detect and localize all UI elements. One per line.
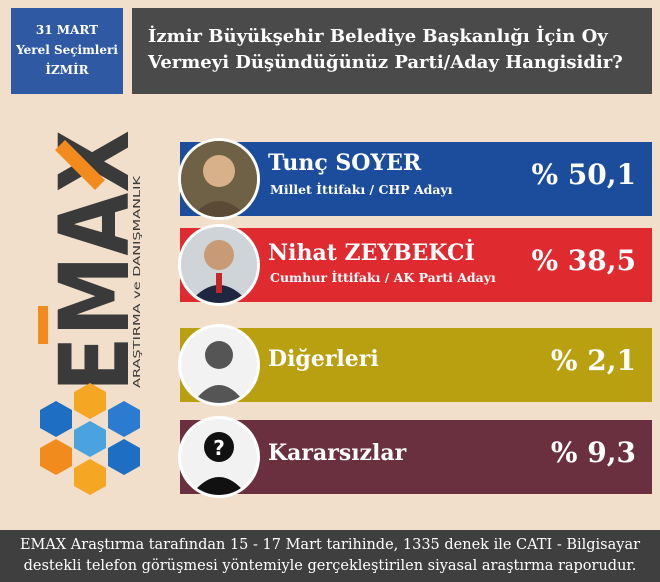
survey-date-box: 31 MART Yerel Seçimleri İZMİR <box>11 8 123 94</box>
logo-tagline: ARAŞTIRMA ve DANIŞMANLIK <box>132 175 143 388</box>
candidate-alliance: Cumhur İttifakı / AK Parti Adayı <box>270 270 496 285</box>
vote-percentage: % 50,1 <box>531 158 636 191</box>
option-name: Diğerleri <box>268 346 379 372</box>
vote-percentage: % 38,5 <box>531 244 636 277</box>
methodology-footer: EMAX Araştırma tarafından 15 - 17 Mart t… <box>0 530 660 582</box>
logo-hexagons <box>40 383 140 495</box>
emax-logo: EMAX ARAŞTIRMA ve DANIŞMANLIK <box>38 130 151 495</box>
result-row-zeybekci: Nihat ZEYBEKCİ Cumhur İttifakı / AK Part… <box>180 228 652 302</box>
candidate-name: Nihat ZEYBEKCİ <box>268 240 475 266</box>
footer-line: EMAX Araştırma tarafından 15 - 17 Mart t… <box>19 537 641 553</box>
vote-percentage: % 2,1 <box>550 344 636 377</box>
option-name: Kararsızlar <box>268 440 407 466</box>
candidate-alliance: Millet İttifakı / CHP Adayı <box>270 182 453 197</box>
question-title: İzmir Büyükşehir Belediye Başkanlığı İçi… <box>132 8 652 94</box>
candidate-name: Tunç SOYER <box>268 150 422 176</box>
date-line: İZMİR <box>45 63 89 77</box>
footer-line: destekli telefon görüşmesi yöntemiyle ge… <box>23 558 637 574</box>
date-line: Yerel Seçimleri <box>16 43 118 57</box>
candidate-photo-zeybekci <box>178 224 260 306</box>
vote-percentage: % 9,3 <box>550 436 636 469</box>
question-mark-person-icon: ? <box>178 416 260 498</box>
date-line: 31 MART <box>35 23 99 37</box>
person-silhouette-icon <box>178 324 260 406</box>
candidate-photo-soyer <box>178 138 260 220</box>
svg-text:?: ? <box>213 436 225 460</box>
